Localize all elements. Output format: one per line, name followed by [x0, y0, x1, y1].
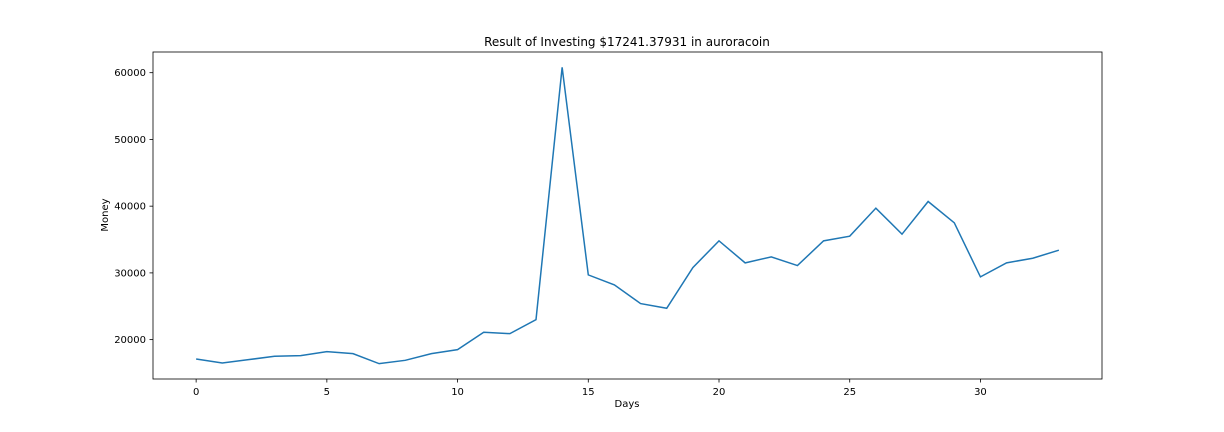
- data-point: [1057, 249, 1060, 252]
- data-point: [927, 200, 930, 203]
- data-point: [691, 266, 694, 269]
- data-point: [195, 357, 198, 360]
- data-point: [979, 275, 982, 278]
- data-point: [221, 361, 224, 364]
- chart-title: Result of Investing $17241.37931 in auro…: [484, 35, 770, 49]
- data-point: [273, 355, 276, 358]
- data-point: [639, 302, 642, 305]
- data-point: [534, 318, 537, 321]
- data-point: [430, 352, 433, 355]
- plot-area: [152, 51, 1103, 380]
- y-axis-label: Money: [100, 198, 111, 231]
- data-point: [587, 273, 590, 276]
- y-tick-label: 20000: [114, 335, 146, 346]
- data-point: [508, 332, 511, 335]
- x-tick-label: 10: [451, 387, 464, 398]
- x-tick-label: 15: [582, 387, 595, 398]
- data-point: [901, 233, 904, 236]
- data-point: [325, 350, 328, 353]
- x-tick-label: 25: [843, 387, 856, 398]
- data-point: [404, 359, 407, 362]
- data-point: [482, 331, 485, 334]
- data-point: [796, 264, 799, 267]
- data-point: [351, 352, 354, 355]
- data-point: [822, 239, 825, 242]
- data-point: [874, 207, 877, 210]
- x-axis: 0 5 10 15 20 25 30: [193, 379, 987, 398]
- data-point: [718, 239, 721, 242]
- data-point: [613, 283, 616, 286]
- y-tick-label: 40000: [114, 202, 146, 213]
- data-point: [247, 358, 250, 361]
- data-point: [1031, 257, 1034, 260]
- data-point: [665, 307, 668, 310]
- data-point: [770, 255, 773, 258]
- data-point: [299, 354, 302, 357]
- y-tick-label: 60000: [114, 68, 146, 79]
- x-tick-label: 30: [974, 387, 987, 398]
- y-tick-label: 30000: [114, 268, 146, 279]
- y-tick-label: 50000: [114, 135, 146, 146]
- data-point: [744, 261, 747, 264]
- series-line: [196, 67, 1060, 365]
- x-tick-label: 0: [193, 387, 199, 398]
- x-tick-label: 5: [324, 387, 330, 398]
- data-point: [953, 221, 956, 224]
- data-point: [561, 66, 564, 69]
- data-point: [456, 348, 459, 351]
- data-point: [848, 235, 851, 238]
- x-axis-label: Days: [615, 399, 640, 410]
- data-point: [1005, 261, 1008, 264]
- y-axis: 20000 30000 40000 50000 60000: [114, 68, 153, 346]
- x-tick-label: 20: [713, 387, 726, 398]
- data-point: [378, 362, 381, 365]
